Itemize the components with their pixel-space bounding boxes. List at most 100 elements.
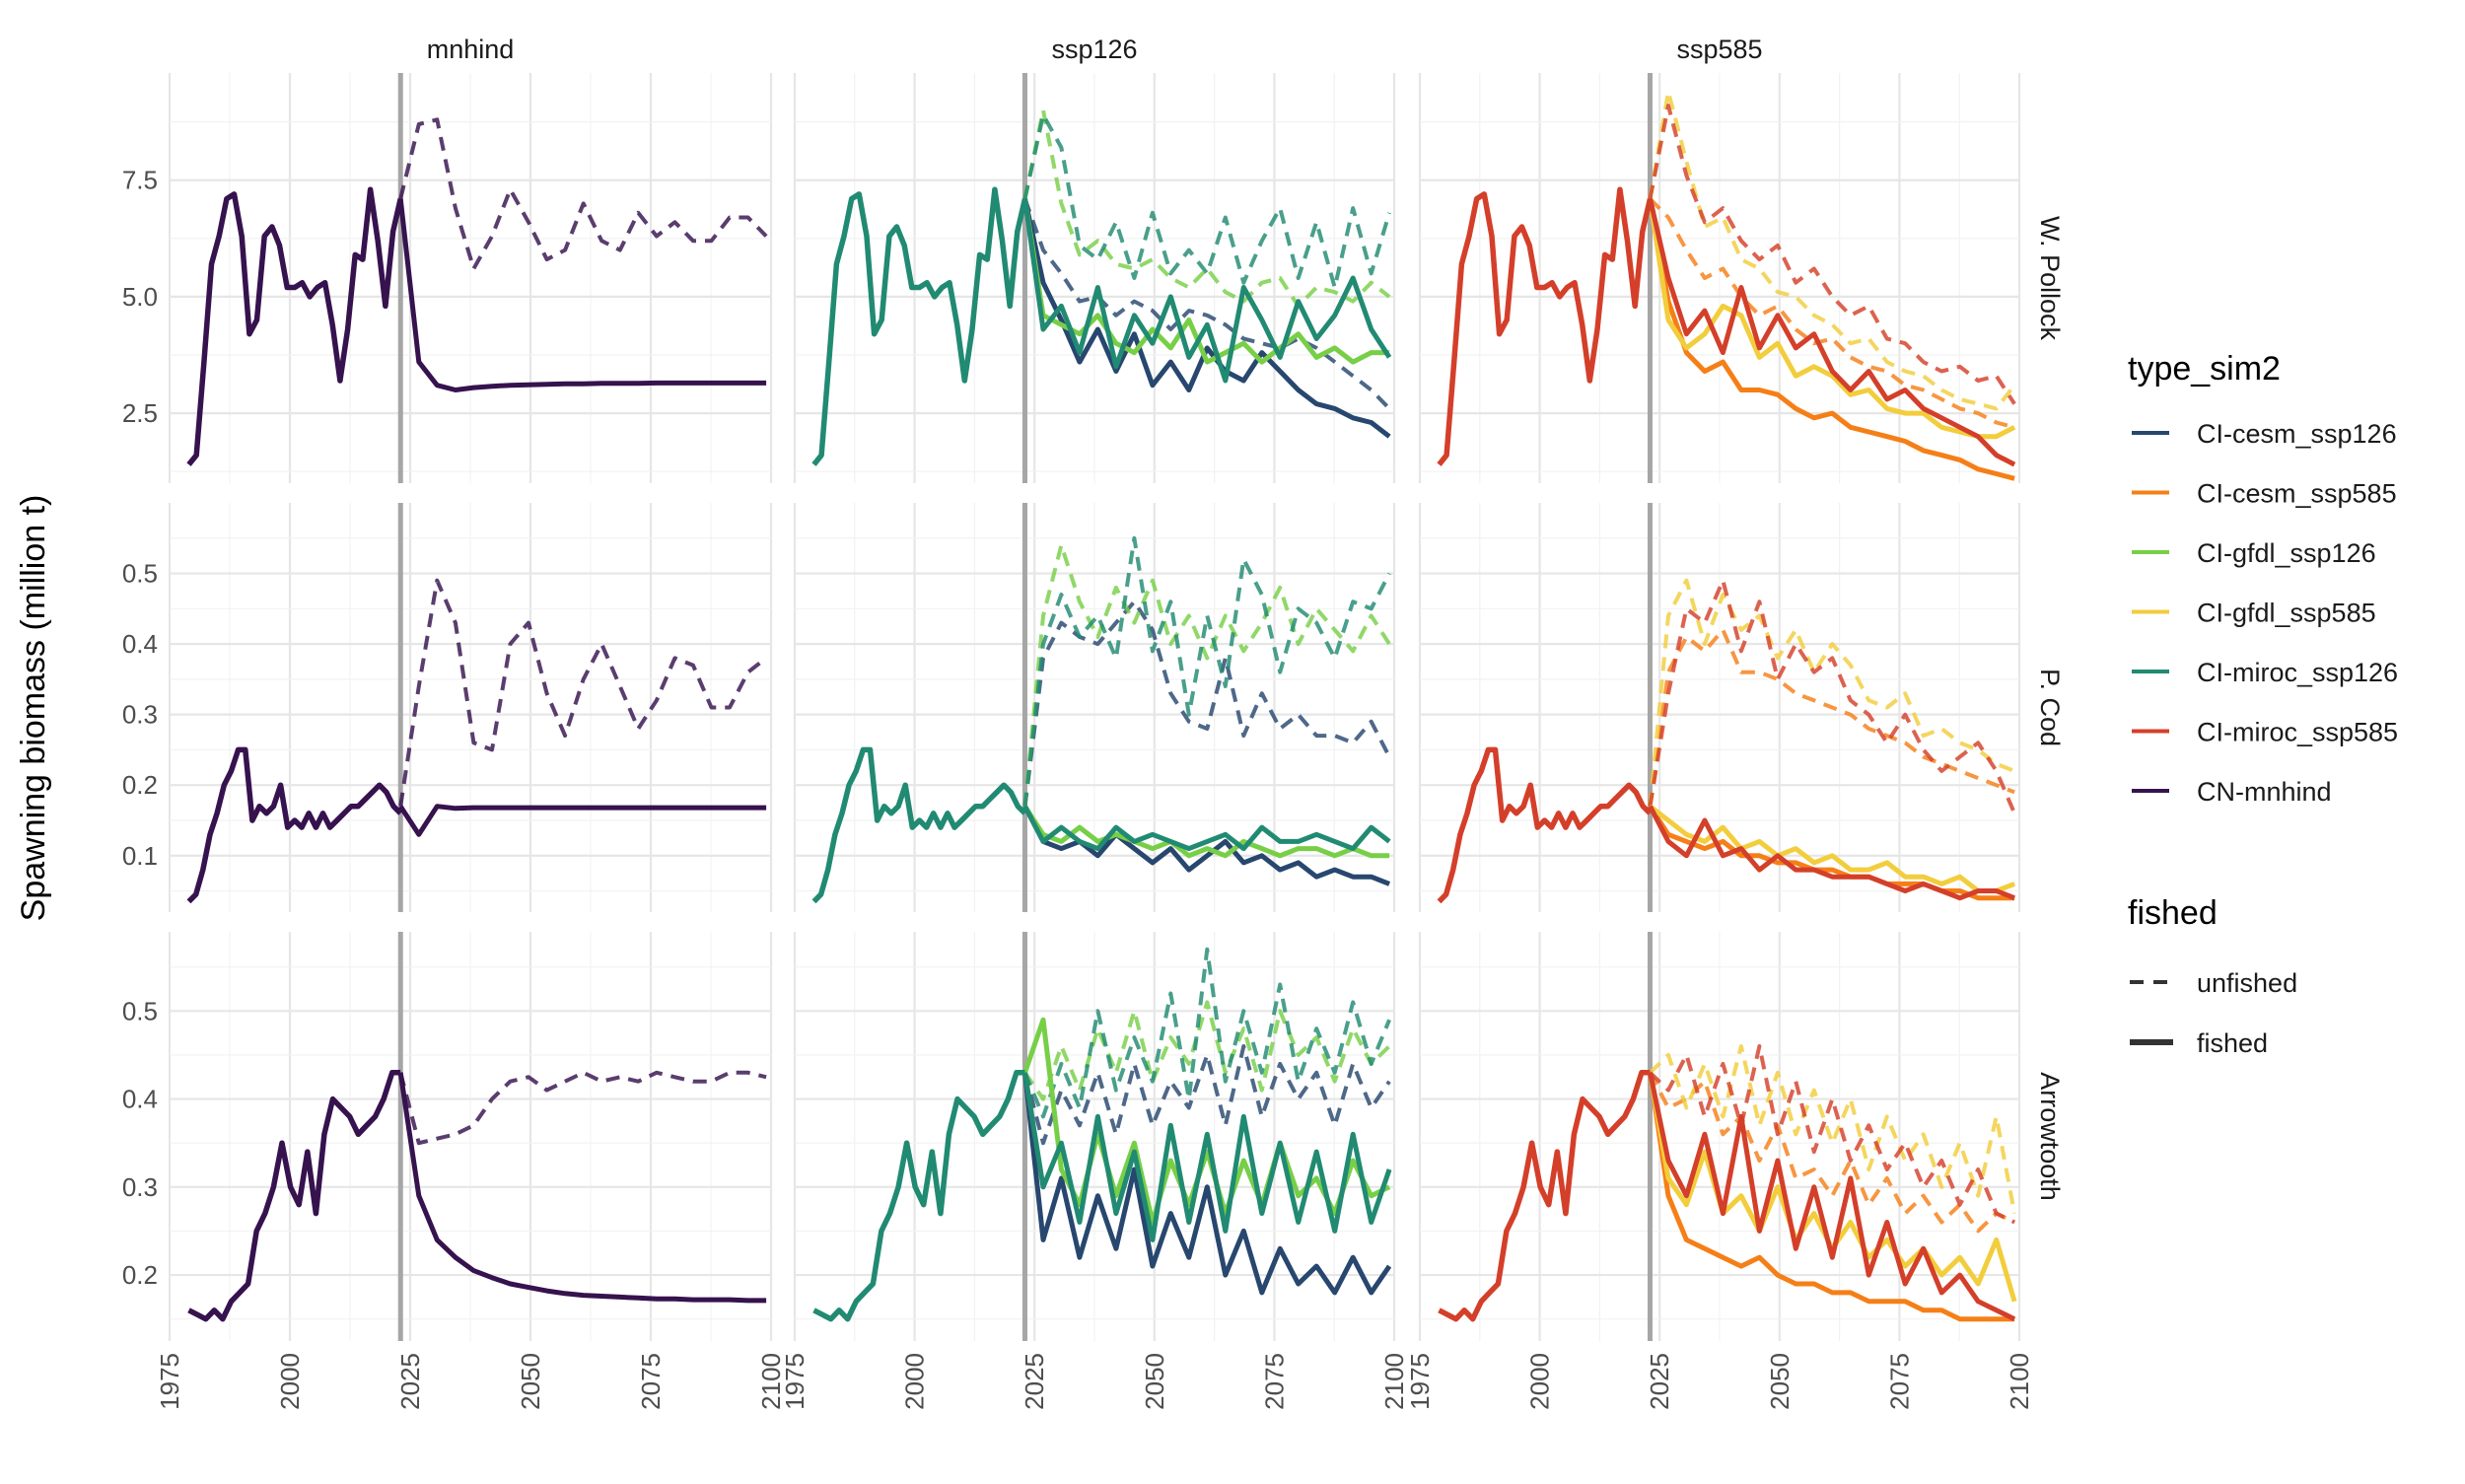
x-tick-label: 2025 (1020, 1353, 1049, 1410)
legend-item-ci-miroc-ssp126: CI-miroc_ssp126 (2132, 658, 2398, 687)
history-line (811, 746, 1027, 904)
y-tick-label: 2.5 (122, 398, 158, 428)
series-line-ci-miroc-ssp126-fished (1022, 1072, 1392, 1242)
series-line-ci-miroc-ssp585-unfished (1649, 1044, 2015, 1225)
series-line-ci-cesm-ssp585-unfished (1648, 627, 2015, 807)
legend-item-ci-gfdl-ssp585: CI-gfdl_ssp585 (2132, 599, 2376, 628)
legend-item-ci-cesm-ssp585: CI-cesm_ssp585 (2132, 479, 2397, 509)
series-line-ci-miroc-ssp126-unfished (1022, 112, 1392, 290)
series-line-ci-miroc-ssp126-unfished (1022, 947, 1391, 1119)
series-line-ci-gfdl-ssp126-fished (1022, 805, 1390, 859)
legend-label: CI-gfdl_ssp126 (2197, 538, 2376, 568)
series-line-ci-cesm-ssp126-unfished (1022, 197, 1391, 410)
series-line-ci-cesm-ssp126-unfished (1022, 1044, 1391, 1146)
legend-label: fished (2197, 1028, 2268, 1058)
x-tick-label: 2025 (1645, 1353, 1674, 1410)
panel-grid (793, 503, 1396, 912)
y-tick-label: 0.2 (122, 770, 158, 800)
legend-item-cn-mnhind: CN-mnhind (2132, 777, 2332, 807)
x-tick-label: 2050 (516, 1353, 545, 1410)
x-tick-label: 2100 (1379, 1353, 1409, 1410)
x-tick-label: 2075 (1884, 1353, 1914, 1410)
panel-p-cod-mnhind: 0.1 0.2 0.3 0.4 0.5 (122, 503, 773, 912)
panel-w-pollock-ssp585: ssp585 W. Pollock (1418, 35, 2065, 483)
legend-item-unfished: unfished (2130, 968, 2297, 998)
facet-row-label: P. Cod (2035, 669, 2065, 746)
legend-label: CI-miroc_ssp126 (2197, 658, 2398, 687)
series-line-ci-miroc-ssp126-unfished (1022, 535, 1391, 807)
x-tick-label: 2025 (395, 1353, 425, 1410)
panel-grid (1418, 503, 2021, 912)
facet-row-label: W. Pollock (2035, 216, 2065, 341)
y-tick-label: 0.4 (122, 1085, 158, 1114)
facet-column-label: mnhind (427, 35, 515, 64)
x-tick-label: 2000 (900, 1353, 930, 1410)
series-line-ci-miroc-ssp126-fished (1022, 805, 1391, 852)
y-tick-label: 0.2 (122, 1260, 158, 1290)
panel-p-cod-ssp126 (793, 503, 1396, 912)
y-tick-label: 0.4 (122, 629, 158, 659)
x-tick-label: 2100 (756, 1353, 786, 1410)
series-line-ci-gfdl-ssp126-unfished (1022, 1000, 1391, 1101)
history-line (186, 746, 403, 904)
series-line-ci-gfdl-ssp585-unfished (1648, 89, 2016, 411)
panel-arrowtooth-mnhind: 0.2 0.3 0.4 0.5 1975 2000 2025 2050 2075 2100 (122, 932, 786, 1410)
history-line (1437, 746, 1653, 904)
panel-w-pollock-ssp126: ssp126 (793, 35, 1396, 483)
series-line-ci-miroc-ssp585-fished (1648, 805, 2016, 901)
series-line-ci-cesm-ssp126-unfished (1022, 600, 1391, 807)
series-line-ci-gfdl-ssp126-unfished (1022, 542, 1391, 807)
legend: type_sim2 CI-cesm_ssp126CI-cesm_ssp585CI… (2128, 350, 2398, 1058)
history-line (1438, 1070, 1651, 1322)
facet-row-label: Arrowtooth (2035, 1072, 2065, 1201)
x-tick-label: 2050 (1765, 1353, 1795, 1410)
legend-label: CI-cesm_ssp585 (2197, 479, 2397, 509)
legend-label: CI-miroc_ssp585 (2197, 718, 2398, 747)
y-tick-label: 5.0 (122, 282, 158, 312)
legend-linetype-title: fished (2128, 894, 2218, 932)
series-line-ci-gfdl-ssp126-unfished (1022, 107, 1391, 309)
legend-item-ci-gfdl-ssp126: CI-gfdl_ssp126 (2132, 538, 2376, 568)
series-line-ci-miroc-ssp585-unfished (1648, 578, 2016, 814)
legend-label: CI-gfdl_ssp585 (2197, 599, 2376, 628)
facet-column-label: ssp126 (1051, 35, 1137, 64)
facet-column-label: ssp585 (1676, 35, 1762, 64)
x-tick-label: 2000 (275, 1353, 305, 1410)
y-tick-label: 7.5 (122, 166, 158, 195)
series-line-ci-cesm-ssp585-fished (1648, 805, 2015, 901)
panel-arrowtooth-ssp126: 1975 2000 2025 2050 2075 2100 (780, 932, 1409, 1410)
legend-item-ci-cesm-ssp126: CI-cesm_ssp126 (2132, 419, 2397, 449)
panel-grid (1418, 932, 2021, 1341)
series-line-ci-miroc-ssp126-fished (1022, 198, 1392, 384)
legend-item-ci-miroc-ssp585: CI-miroc_ssp585 (2132, 718, 2398, 747)
legend-color-title: type_sim2 (2128, 350, 2281, 388)
legend-label: CI-cesm_ssp126 (2197, 419, 2397, 449)
legend-label: unfished (2197, 968, 2297, 998)
legend-color-items: CI-cesm_ssp126 CI-cesm_ssp585 CI-gfdl_ssp1… (2132, 419, 2398, 807)
history-line (811, 186, 1028, 466)
legend-label: CN-mnhind (2197, 777, 2332, 807)
x-tick-label: 2000 (1525, 1353, 1555, 1410)
series-line-ci-cesm-ssp126-fished (1022, 1072, 1392, 1296)
x-tick-label: 1975 (155, 1353, 184, 1410)
x-tick-label: 2100 (2005, 1353, 2034, 1410)
series-line-ci-gfdl-ssp585-unfished (1649, 1044, 2017, 1214)
x-tick-label: 1975 (780, 1353, 810, 1410)
series-line-cn-mnhind-fished (397, 1072, 767, 1304)
history-line (1437, 186, 1654, 466)
y-tick-label: 0.3 (122, 700, 158, 730)
series-line-ci-cesm-ssp585-fished (1648, 198, 2015, 481)
series-line-cn-mnhind-fished (397, 198, 767, 392)
x-tick-label: 1975 (1405, 1353, 1435, 1410)
legend-item-fished: fished (2130, 1028, 2268, 1058)
y-tick-label: 0.3 (122, 1172, 158, 1202)
y-tick-label: 0.5 (122, 996, 158, 1025)
panel-w-pollock-mnhind: 2.5 5.0 7.5 mnhind (122, 35, 773, 483)
series-line-ci-miroc-ssp585-fished (1648, 198, 2016, 467)
series-line-ci-cesm-ssp126-fished (1022, 198, 1391, 439)
panel-grid (168, 503, 773, 912)
series-line-cn-mnhind-unfished (398, 117, 768, 271)
panel-grid (168, 73, 773, 483)
